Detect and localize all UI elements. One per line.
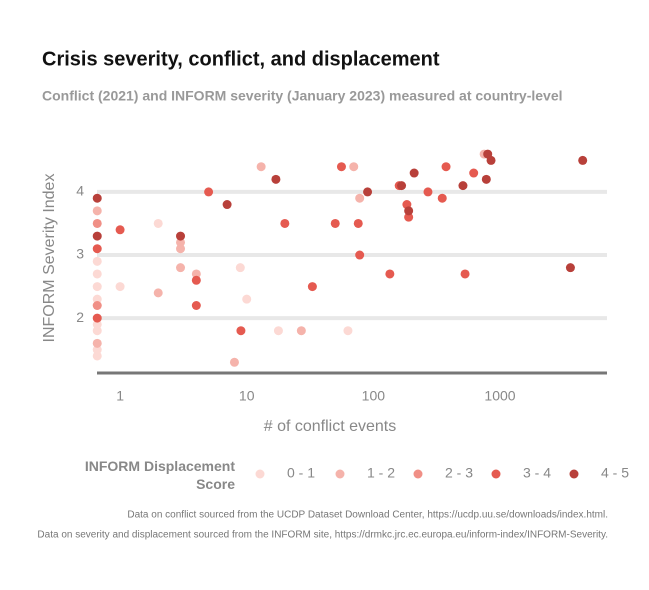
point (578, 155, 588, 165)
point (92, 319, 102, 329)
point (176, 263, 186, 273)
point (92, 294, 102, 304)
point (229, 357, 239, 367)
chart-title: Crisis severity, conflict, and displacem… (42, 48, 440, 70)
point (355, 250, 365, 260)
legend-label: 4 - 5 (601, 465, 629, 481)
legend-swatch (413, 469, 423, 479)
point (469, 168, 479, 178)
point (92, 282, 102, 292)
legend-label: 3 - 4 (523, 465, 551, 481)
point (397, 181, 407, 191)
point (204, 187, 214, 197)
source-note: Data on severity and displacement source… (37, 530, 608, 541)
y-axis-label: INFORM Severity Index (41, 174, 58, 343)
y-tick-label: 3 (76, 246, 84, 262)
legend-swatch (335, 469, 345, 479)
point (343, 326, 353, 336)
point (242, 294, 252, 304)
point (191, 269, 201, 279)
point (222, 200, 232, 210)
legend-label: 0 - 1 (287, 465, 315, 481)
chart-subtitle: Conflict (2021) and INFORM severity (Jan… (42, 88, 563, 104)
point (441, 162, 451, 172)
point (330, 218, 340, 228)
point (409, 168, 419, 178)
point (92, 345, 102, 355)
point (115, 225, 125, 235)
point (437, 193, 447, 203)
point (280, 218, 290, 228)
point (92, 218, 102, 228)
point (92, 244, 102, 254)
point (349, 162, 359, 172)
legend-swatch (491, 469, 501, 479)
point (273, 326, 283, 336)
source-note: Data on conflict sourced from the UCDP D… (127, 510, 608, 521)
point (92, 300, 102, 310)
x-axis-label: # of conflict events (264, 418, 397, 435)
y-tick-label: 4 (76, 183, 84, 199)
legend-label: 2 - 3 (445, 465, 473, 481)
point (353, 218, 363, 228)
point (236, 326, 246, 336)
point (271, 174, 281, 184)
point (336, 162, 346, 172)
point (486, 155, 496, 165)
point (404, 212, 414, 222)
point (404, 206, 414, 216)
point (256, 162, 266, 172)
point (153, 218, 163, 228)
point (235, 263, 245, 273)
x-tick-label: 1 (116, 388, 124, 404)
x-tick-label: 10 (239, 388, 255, 404)
point (176, 237, 186, 247)
x-tick-label: 100 (362, 388, 386, 404)
point (423, 187, 433, 197)
point (385, 269, 395, 279)
legend-title: INFORM Displacement Score (84, 458, 235, 492)
point (191, 300, 201, 310)
legend-swatch (569, 469, 579, 479)
point (481, 174, 491, 184)
point (307, 282, 317, 292)
y-tick-label: 2 (76, 309, 84, 325)
point (565, 263, 575, 273)
point (355, 193, 365, 203)
point (460, 269, 470, 279)
point (153, 288, 163, 298)
point (176, 231, 186, 241)
point (92, 269, 102, 279)
point (92, 256, 102, 266)
point (176, 244, 186, 254)
point (92, 193, 102, 203)
point (92, 206, 102, 216)
point (92, 326, 102, 336)
point (92, 338, 102, 348)
point (92, 351, 102, 361)
legend-label: 1 - 2 (367, 465, 395, 481)
point (363, 187, 373, 197)
point (296, 326, 306, 336)
point (92, 313, 102, 323)
point (115, 282, 125, 292)
legend-swatch (255, 469, 265, 479)
point (92, 231, 102, 241)
x-tick-label: 1000 (484, 388, 515, 404)
point (191, 275, 201, 285)
point (458, 181, 468, 191)
